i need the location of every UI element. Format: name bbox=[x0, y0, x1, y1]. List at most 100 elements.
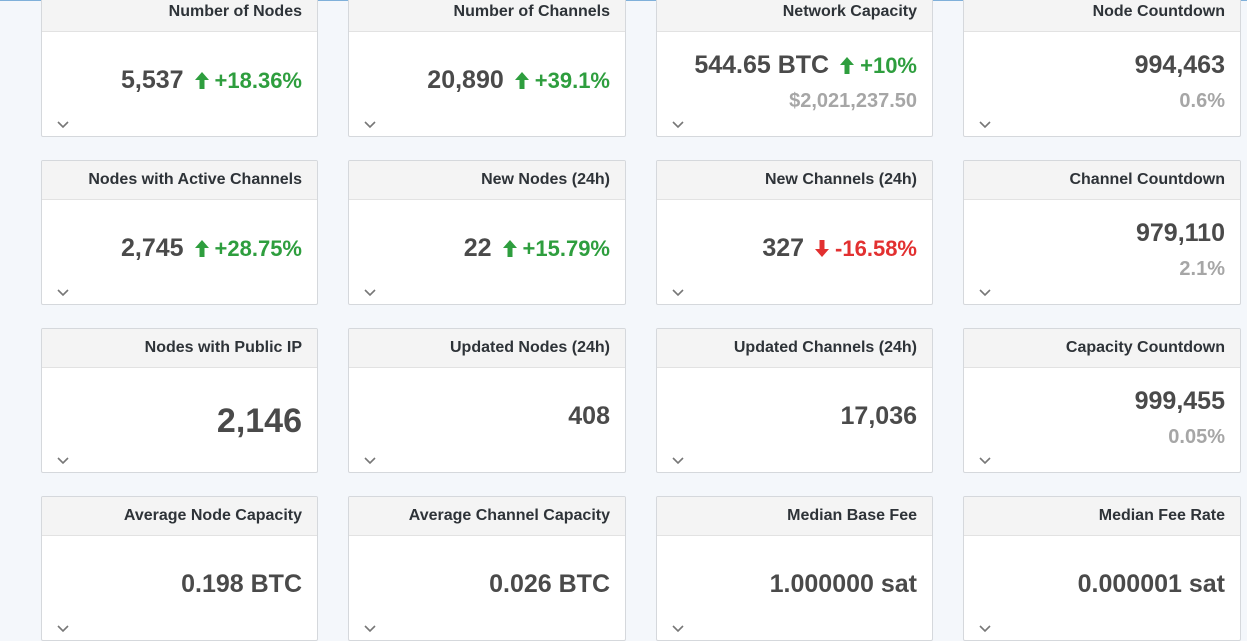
arrow-down-icon bbox=[815, 240, 830, 257]
chevron-down-icon[interactable] bbox=[978, 453, 992, 465]
chevron-down-icon[interactable] bbox=[363, 621, 377, 633]
chevron-down-icon[interactable] bbox=[363, 117, 377, 129]
stat-card-body: 0.198 BTC bbox=[42, 536, 317, 640]
stat-value: 0.026 BTC bbox=[489, 570, 610, 598]
stat-value: 1.000000 sat bbox=[769, 570, 917, 598]
stat-value: 0.198 BTC bbox=[181, 570, 302, 598]
stat-subvalue: 0.6% bbox=[1179, 90, 1225, 112]
stat-change: +28.75% bbox=[194, 235, 302, 262]
stat-card-title: Number of Nodes bbox=[42, 0, 317, 32]
arrow-up-icon bbox=[840, 57, 855, 74]
stat-card-body: 544.65 BTC +10% $2,021,237.50 bbox=[657, 32, 932, 136]
stat-value-row: 17,036 bbox=[841, 402, 917, 431]
stat-card: Median Base Fee 1.000000 sat bbox=[656, 496, 933, 641]
stat-change: +18.36% bbox=[194, 67, 302, 94]
stat-card: New Nodes (24h) 22 +15.79% bbox=[348, 160, 626, 305]
stat-card-title: Number of Channels bbox=[349, 0, 625, 32]
stat-card-body: 999,455 0.05% bbox=[964, 368, 1240, 472]
stat-card: New Channels (24h) 327 -16.58% bbox=[656, 160, 933, 305]
stat-value-row: 0.026 BTC bbox=[489, 570, 610, 599]
stat-change: +39.1% bbox=[514, 67, 610, 94]
chevron-down-icon[interactable] bbox=[363, 453, 377, 465]
stat-card-body: 17,036 bbox=[657, 368, 932, 472]
chevron-down-icon[interactable] bbox=[363, 285, 377, 297]
stat-change-value: +15.79% bbox=[522, 235, 610, 261]
stat-value-row: 2,146 bbox=[217, 402, 302, 441]
stat-card-body: 327 -16.58% bbox=[657, 200, 932, 304]
stat-card-title: Node Countdown bbox=[964, 0, 1240, 32]
stat-value: 5,537 bbox=[120, 66, 184, 94]
stat-card: Updated Nodes (24h) 408 bbox=[348, 328, 626, 473]
stat-card: Nodes with Active Channels 2,745 +28.75% bbox=[41, 160, 318, 305]
stat-card: Updated Channels (24h) 17,036 bbox=[656, 328, 933, 473]
stat-card: Number of Channels 20,890 +39.1% bbox=[348, 0, 626, 137]
stat-change-value: -16.58% bbox=[835, 235, 917, 261]
arrow-up-icon bbox=[194, 72, 209, 89]
stat-card: Channel Countdown 979,110 2.1% bbox=[963, 160, 1241, 305]
stat-value: 0.000001 sat bbox=[1077, 570, 1225, 598]
stat-card: Node Countdown 994,463 0.6% bbox=[963, 0, 1241, 137]
stat-value-row: 994,463 bbox=[1135, 51, 1225, 80]
stat-subvalue: 0.05% bbox=[1168, 426, 1225, 448]
stat-change: +15.79% bbox=[502, 235, 610, 262]
stat-card-body: 0.026 BTC bbox=[349, 536, 625, 640]
stat-card-title: Nodes with Public IP bbox=[42, 329, 317, 368]
arrow-up-icon bbox=[194, 240, 209, 257]
stat-value: 20,890 bbox=[427, 66, 504, 94]
chevron-down-icon[interactable] bbox=[978, 621, 992, 633]
stat-value-row: 0.198 BTC bbox=[181, 570, 302, 599]
chevron-down-icon[interactable] bbox=[671, 621, 685, 633]
stat-card-title: Network Capacity bbox=[657, 0, 932, 32]
chevron-down-icon[interactable] bbox=[56, 117, 70, 129]
stat-card-title: Average Channel Capacity bbox=[349, 497, 625, 536]
stat-value: 22 bbox=[463, 234, 492, 262]
chevron-down-icon[interactable] bbox=[671, 285, 685, 297]
stat-card-body: 994,463 0.6% bbox=[964, 32, 1240, 136]
stat-card-body: 1.000000 sat bbox=[657, 536, 932, 640]
stat-card-body: 2,146 bbox=[42, 368, 317, 472]
stat-change-value: +39.1% bbox=[534, 67, 610, 93]
stat-change: +10% bbox=[840, 53, 917, 79]
stat-card-body: 22 +15.79% bbox=[349, 200, 625, 304]
stat-value-row: 544.65 BTC +10% bbox=[694, 51, 917, 80]
arrow-up-icon bbox=[514, 72, 529, 89]
chevron-down-icon[interactable] bbox=[56, 285, 70, 297]
stat-card: Network Capacity 544.65 BTC +10% $2,021,237… bbox=[656, 0, 933, 137]
stat-card-title: Capacity Countdown bbox=[964, 329, 1240, 368]
stat-value-row: 0.000001 sat bbox=[1078, 570, 1225, 599]
stat-card-title: Average Node Capacity bbox=[42, 497, 317, 536]
stat-value-row: 327 -16.58% bbox=[762, 234, 917, 263]
chevron-down-icon[interactable] bbox=[56, 453, 70, 465]
stat-value: 979,110 bbox=[1136, 219, 1225, 247]
stat-value-row: 979,110 bbox=[1136, 219, 1225, 248]
stat-card: Median Fee Rate 0.000001 sat bbox=[963, 496, 1241, 641]
stat-value-row: 2,745 +28.75% bbox=[121, 234, 302, 263]
stat-card: Capacity Countdown 999,455 0.05% bbox=[963, 328, 1241, 473]
stat-value: 2,745 bbox=[120, 234, 184, 262]
stats-grid: Number of Nodes 5,537 +18.36% Number of Cha… bbox=[41, 0, 1241, 641]
chevron-down-icon[interactable] bbox=[671, 453, 685, 465]
chevron-down-icon[interactable] bbox=[978, 285, 992, 297]
stat-card: Nodes with Public IP 2,146 bbox=[41, 328, 318, 473]
arrow-up-icon bbox=[502, 240, 517, 257]
stat-value-row: 999,455 bbox=[1135, 387, 1225, 416]
stat-change-value: +18.36% bbox=[214, 67, 302, 93]
stat-card-title: Updated Nodes (24h) bbox=[349, 329, 625, 368]
stat-value-row: 5,537 +18.36% bbox=[121, 66, 302, 95]
stat-change-value: +10% bbox=[860, 52, 917, 78]
stat-value-row: 22 +15.79% bbox=[464, 234, 610, 263]
stat-card-title: Channel Countdown bbox=[964, 161, 1240, 200]
stat-change-value: +28.75% bbox=[214, 235, 302, 261]
stat-card-body: 979,110 2.1% bbox=[964, 200, 1240, 304]
chevron-down-icon[interactable] bbox=[671, 117, 685, 129]
stat-value: 408 bbox=[568, 402, 610, 430]
stat-card-body: 0.000001 sat bbox=[964, 536, 1240, 640]
stat-value-row: 20,890 +39.1% bbox=[427, 66, 610, 95]
stat-card-title: Median Fee Rate bbox=[964, 497, 1240, 536]
stat-value: 17,036 bbox=[840, 402, 917, 430]
chevron-down-icon[interactable] bbox=[56, 621, 70, 633]
stat-card-title: Updated Channels (24h) bbox=[657, 329, 932, 368]
stat-card-title: Median Base Fee bbox=[657, 497, 932, 536]
stat-value-row: 408 bbox=[568, 402, 610, 431]
chevron-down-icon[interactable] bbox=[978, 117, 992, 129]
